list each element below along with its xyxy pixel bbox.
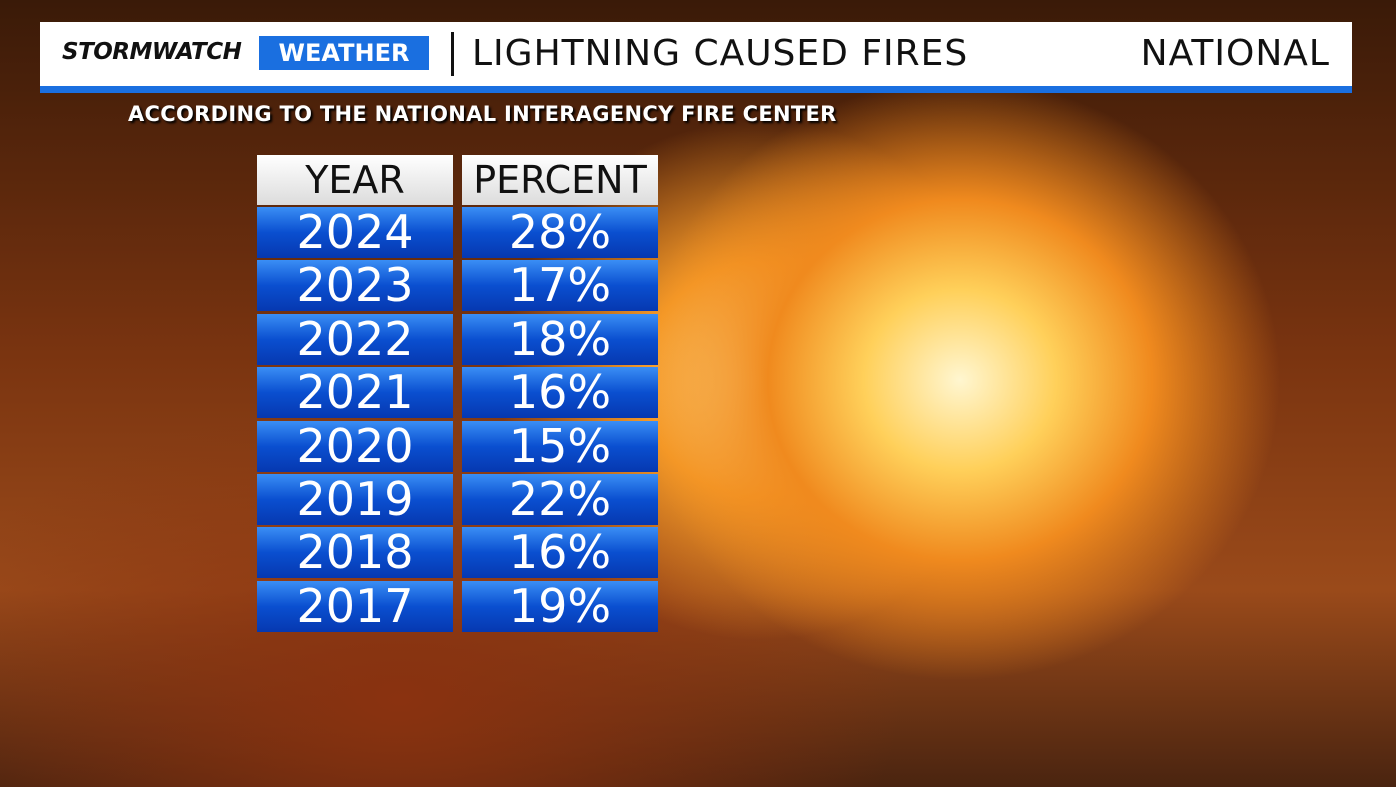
table-cell: 17%	[462, 260, 658, 312]
subtitle: ACCORDING TO THE NATIONAL INTERAGENCY FI…	[128, 102, 837, 126]
column-header: YEAR	[257, 155, 453, 205]
column-header: PERCENT	[462, 155, 658, 205]
table-cell: 2022	[257, 313, 453, 365]
table-cell: 2023	[257, 260, 453, 312]
title: LIGHTNING CAUSED FIRES	[472, 33, 969, 74]
region: NATIONAL	[1140, 33, 1330, 74]
brand: STORMWATCH	[62, 39, 242, 65]
table-cell: 22%	[462, 474, 658, 525]
table-cell: 2021	[257, 367, 453, 419]
header-bar: STORMWATCH WEATHER LIGHTNING CAUSED FIRE…	[40, 22, 1352, 93]
table-cell: 2020	[257, 420, 453, 472]
table-cell: 2018	[257, 527, 453, 579]
table-cell: 2024	[257, 207, 453, 258]
brand-badge: WEATHER	[259, 36, 429, 70]
separator	[451, 32, 454, 76]
table-cell: 28%	[462, 207, 658, 258]
table-cell: 18%	[462, 313, 658, 365]
table-cell: 2019	[257, 474, 453, 525]
table-cell: 19%	[462, 580, 658, 632]
table-cell: 15%	[462, 420, 658, 472]
table-cell: 16%	[462, 527, 658, 579]
table-cell: 2017	[257, 580, 453, 632]
table-cell: 16%	[462, 367, 658, 419]
